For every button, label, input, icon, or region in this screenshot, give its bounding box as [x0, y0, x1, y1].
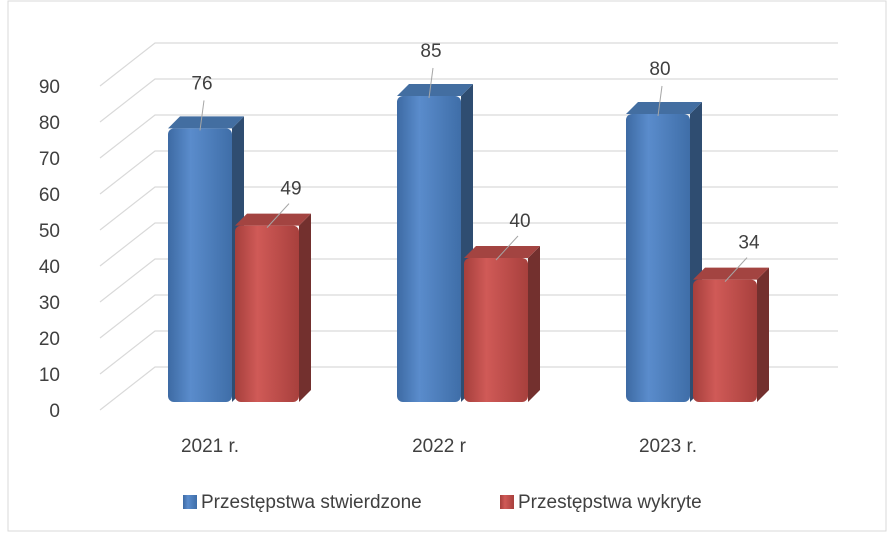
y-tick-label: 70: [39, 149, 60, 170]
y-tick-label: 10: [39, 365, 60, 386]
y-tick-label: 90: [39, 77, 60, 98]
leader-line: [428, 67, 434, 99]
grid-line: [99, 186, 838, 231]
bar: [397, 84, 473, 402]
leader-line: [266, 203, 290, 228]
legend-label: Przestępstwa stwierdzone: [201, 492, 422, 513]
data-label: 76: [191, 73, 212, 94]
grid-line: [99, 258, 838, 303]
bar-front: [168, 128, 232, 402]
y-tick-label: 40: [39, 257, 60, 278]
x-tick-label: 2022 r: [412, 436, 467, 457]
y-tick-label: 50: [39, 221, 60, 242]
bar-top: [397, 84, 473, 96]
data-label: 80: [649, 59, 670, 80]
bar: [693, 267, 769, 402]
bar-top: [168, 116, 244, 129]
leader-line: [199, 100, 205, 131]
bar: [168, 116, 244, 402]
legend-label: Przestępstwa wykryte: [518, 492, 702, 513]
bar-front: [235, 225, 299, 402]
bar-front: [693, 279, 757, 402]
grid-line: [99, 330, 838, 375]
y-tick-label: 20: [39, 329, 60, 350]
bar-top: [235, 213, 311, 226]
grid-line: [99, 78, 838, 123]
bar-side: [528, 246, 540, 402]
bar: [235, 213, 311, 402]
grid-line: [99, 150, 838, 195]
y-tick-label: 80: [39, 113, 60, 134]
data-label: 85: [420, 41, 441, 62]
bar-top: [464, 246, 540, 258]
x-tick-label: 2023 r.: [639, 436, 697, 457]
grid-line: [99, 294, 838, 339]
bar-side: [757, 267, 769, 402]
legend-swatch: [500, 495, 514, 509]
data-label: 40: [509, 211, 530, 232]
x-tick-label: 2021 r.: [181, 436, 239, 457]
grid-line: [99, 114, 838, 159]
y-tick-label: 60: [39, 185, 60, 206]
bar-top: [693, 267, 769, 280]
leader-line: [495, 235, 519, 261]
bar-front: [464, 258, 528, 402]
bar: [626, 102, 702, 402]
leader-line: [724, 257, 748, 282]
grid-line: [99, 222, 838, 267]
bar: [464, 246, 540, 402]
y-tick-label: 30: [39, 293, 60, 314]
leader-line: [657, 85, 663, 117]
data-label: 49: [280, 179, 301, 200]
data-label: 34: [738, 233, 760, 254]
y-tick-label: 0: [49, 401, 60, 422]
grid-line: [99, 42, 838, 87]
legend-swatch: [183, 495, 197, 509]
bar-side: [299, 213, 311, 402]
bar-front: [397, 96, 461, 402]
grid-line: [99, 366, 838, 411]
bar-front: [626, 114, 690, 402]
bar-top: [626, 102, 702, 114]
